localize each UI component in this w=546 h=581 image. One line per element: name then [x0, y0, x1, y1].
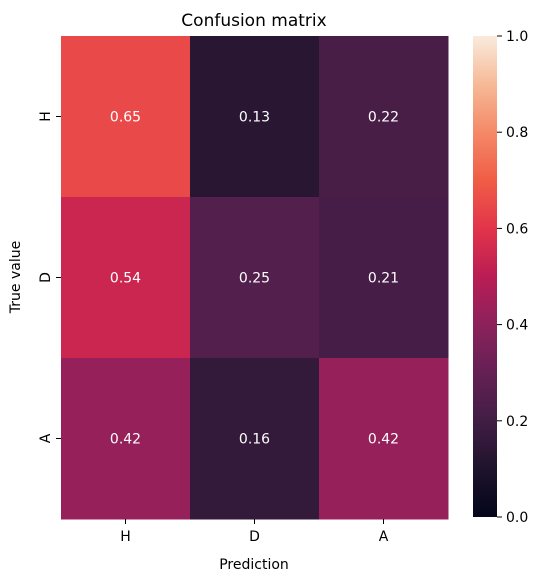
colorbar-tick-label: 0.2: [506, 414, 528, 430]
cell-value-label: 0.65: [110, 110, 141, 126]
y-tick-label: H: [38, 111, 54, 122]
colorbar-tick-label: 1.0: [506, 29, 528, 45]
chart-title: Confusion matrix: [181, 11, 326, 31]
heatmap-cell-h-h: [61, 36, 191, 198]
colorbar-ticks: 0.0 0.2 0.4 0.6 0.8 1.0: [497, 29, 528, 526]
x-tick-label: A: [379, 529, 389, 545]
cell-value-label: 0.42: [110, 432, 141, 448]
cell-value-label: 0.13: [239, 110, 270, 126]
colorbar-tick-label: 0.4: [506, 318, 528, 334]
heatmap-cell-d-a: [319, 197, 449, 359]
heatmap-cells: [61, 36, 449, 520]
colorbar-gradient: [473, 36, 497, 517]
cell-value-label: 0.21: [368, 271, 399, 287]
heatmap-cell-a-d: [190, 358, 320, 520]
heatmap-cell-a-a: [319, 358, 449, 520]
colorbar-tick-label: 0.6: [506, 221, 528, 237]
y-tick-label: A: [38, 433, 54, 443]
heatmap-cell-d-d: [190, 197, 320, 359]
heatmap-cell-h-a: [319, 36, 449, 198]
cell-value-label: 0.25: [239, 271, 270, 287]
y-axis-label: True value: [8, 241, 24, 314]
cell-value-label: 0.42: [368, 432, 399, 448]
cell-value-label: 0.54: [110, 271, 141, 287]
colorbar-tick-label: 0.0: [506, 510, 528, 526]
colorbar: 0.0 0.2 0.4 0.6 0.8 1.0: [473, 29, 528, 526]
heatmap-cell-d-h: [61, 197, 191, 359]
heatmap-cell-h-d: [190, 36, 320, 198]
heatmap-cell-labels: 0.65 0.13 0.22 0.54 0.25 0.21 0.42 0.16 0.42: [110, 110, 399, 448]
x-tick-label: H: [120, 529, 131, 545]
heatmap-cell-a-h: [61, 358, 191, 520]
colorbar-tick-label: 0.8: [506, 125, 528, 141]
y-axis: H D A: [38, 111, 61, 443]
x-axis-label: Prediction: [219, 557, 289, 573]
cell-value-label: 0.22: [368, 110, 399, 126]
y-tick-label: D: [38, 272, 54, 283]
x-tick-label: D: [249, 529, 260, 545]
cell-value-label: 0.16: [239, 432, 270, 448]
